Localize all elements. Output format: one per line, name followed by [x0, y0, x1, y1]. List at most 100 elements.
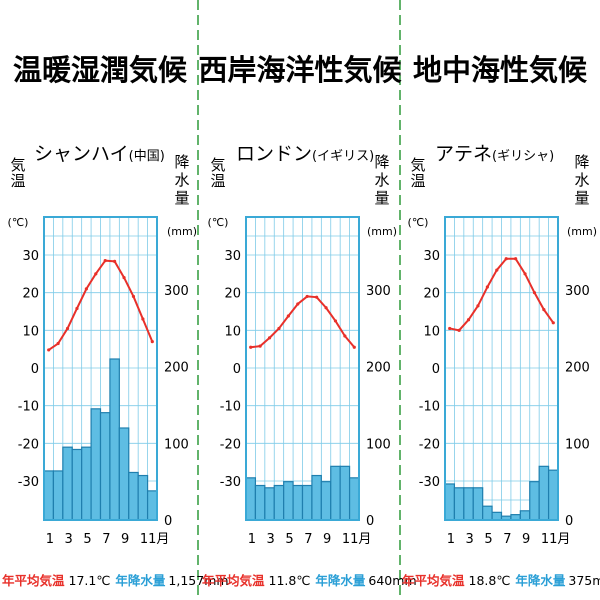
temperature-point	[94, 272, 98, 276]
precipitation-tick-label: 300	[366, 284, 391, 299]
temperature-point	[150, 340, 154, 344]
temperature-line	[48, 259, 154, 351]
temperature-point	[286, 314, 290, 318]
precipitation-bar	[547, 469, 559, 521]
city-title: シャンハイ(中国)	[34, 143, 165, 165]
precipitation-bar	[519, 510, 531, 521]
month-tick-label: 7	[102, 532, 110, 547]
country-name: (イギリス)	[312, 149, 374, 164]
annual-precip-value: 640mm	[368, 573, 416, 588]
annual-summary: 年平均気温 11.8℃ 年降水量 640mm	[202, 573, 417, 588]
temperature-tick-label: 0	[31, 362, 39, 377]
temperature-tick-label: -10	[220, 400, 241, 415]
climate-type-title: 西岸海洋性気候	[198, 53, 402, 87]
temperature-axis-label: 温	[10, 172, 25, 190]
precipitation-bar	[472, 487, 484, 521]
temperature-tick-label: -10	[419, 400, 440, 415]
precipitation-bar	[301, 484, 313, 521]
plot-frame	[43, 216, 158, 521]
plot-frame	[444, 216, 559, 521]
country-name: (ギリシャ)	[492, 149, 554, 164]
precipitation-axis-label: 量	[574, 189, 589, 207]
month-tick-label: 1	[248, 532, 256, 547]
month-tick-label: 9	[522, 532, 530, 547]
climograph-panel-3: 地中海性気候アテネ(ギリシャ)気温(℃)降水量(mm)3020100-10-20…	[402, 53, 600, 588]
precipitation-bar	[463, 487, 474, 521]
temperature-point	[122, 276, 126, 280]
month-tick-label: 11月	[541, 532, 571, 547]
temperature-axis-label: (℃)	[408, 216, 429, 229]
temperature-point	[141, 317, 145, 321]
month-tick-label: 3	[65, 532, 73, 547]
precipitation-axis-label: 降	[174, 153, 189, 171]
city-name: シャンハイ	[34, 143, 129, 165]
precipitation-tick-label: 0	[164, 514, 172, 529]
month-tick-label: 1	[447, 532, 455, 547]
precipitation-bar	[283, 481, 294, 521]
climate-type-title: 温暖湿潤気候	[13, 53, 188, 87]
precipitation-bar	[81, 446, 92, 521]
precipitation-bar	[118, 427, 130, 521]
temperature-tick-label: -30	[18, 475, 39, 490]
temperature-axis-label: 温	[410, 172, 425, 190]
precipitation-tick-label: 300	[164, 284, 189, 299]
precipitation-tick-label: 300	[565, 284, 590, 299]
temperature-point	[75, 306, 79, 311]
precipitation-bar	[330, 465, 341, 521]
precipitation-bar	[52, 470, 64, 521]
precipitation-tick-label: 0	[366, 514, 374, 529]
precipitation-tick-label: 100	[164, 437, 189, 452]
annual-precip-value: 375mm	[568, 573, 600, 588]
precipitation-axis-label: 量	[174, 189, 189, 207]
temperature-point	[267, 336, 272, 340]
temperature-point	[65, 326, 70, 331]
city-name: ロンドン	[236, 143, 312, 165]
precipitation-bar	[538, 465, 550, 521]
temperature-point	[457, 328, 461, 332]
precipitation-bar	[62, 446, 73, 521]
temperature-point	[258, 344, 262, 348]
precipitation-bar	[137, 474, 149, 521]
temperature-line	[250, 295, 356, 349]
temperature-point	[495, 268, 499, 272]
temperature-point	[249, 345, 253, 349]
precipitation-axis-label: 水	[374, 171, 389, 189]
temperature-point	[103, 259, 107, 263]
precipitation-axis-label: (mm)	[367, 225, 397, 238]
precipitation-bar	[444, 483, 456, 521]
temperature-point	[466, 318, 471, 322]
month-tick-label: 5	[285, 532, 293, 547]
precipitation-bar	[482, 505, 493, 521]
precipitation-bar	[311, 474, 322, 521]
precipitation-bar	[320, 481, 332, 521]
temperature-tick-label: -20	[419, 437, 440, 452]
precipitation-bar	[339, 465, 351, 521]
precipitation-bar	[245, 477, 257, 521]
month-tick-label: 9	[323, 532, 331, 547]
precipitation-bar	[71, 448, 83, 521]
month-tick-label: 5	[83, 532, 91, 547]
annual-temp-label: 年平均気温	[2, 573, 65, 588]
precipitation-axis-label: 降	[574, 153, 589, 171]
precipitation-bar	[43, 470, 55, 521]
precipitation-tick-label: 200	[565, 361, 590, 376]
temperature-axis-label: 気	[410, 156, 425, 174]
precipitation-bar	[273, 484, 285, 521]
precipitation-bar	[146, 490, 158, 521]
precipitation-axis-label: 量	[374, 189, 389, 207]
annual-temp-label: 年平均気温	[202, 573, 265, 588]
temperature-point	[542, 308, 546, 312]
precipitation-bar	[348, 477, 360, 521]
temperature-axis-label: 気	[10, 156, 25, 174]
precipitation-axis-label: (mm)	[567, 225, 597, 238]
temperature-point	[352, 345, 356, 349]
precipitation-bar	[529, 481, 540, 521]
month-tick-label: 9	[121, 532, 129, 547]
temperature-point	[305, 294, 309, 299]
temperature-tick-label: 10	[423, 324, 440, 339]
temperature-tick-label: 30	[22, 249, 39, 264]
temperature-point	[324, 306, 328, 310]
temperature-point	[523, 272, 527, 276]
precipitation-bar	[453, 487, 465, 521]
